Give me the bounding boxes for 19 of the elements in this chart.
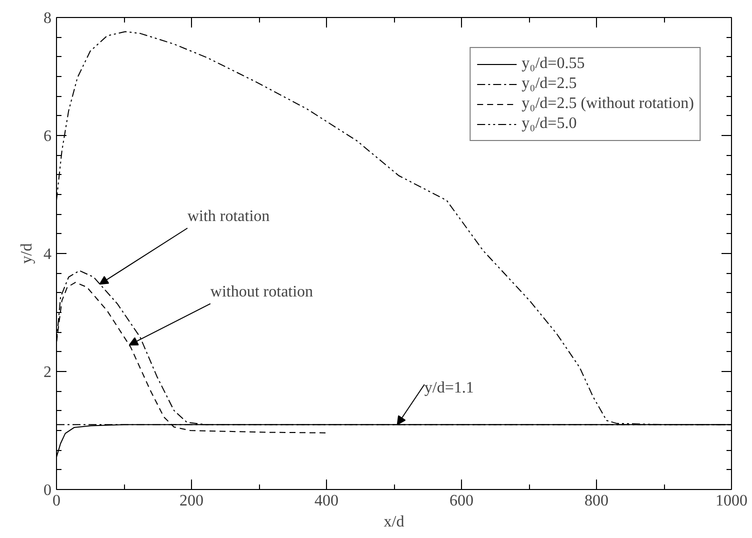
y-tick-label: 2 — [44, 364, 52, 381]
x-tick-label: 1000 — [716, 492, 748, 510]
x-tick-label: 400 — [314, 492, 338, 510]
x-tick-label: 200 — [180, 492, 204, 510]
legend-label: y₀/d=2.5 (without rotation) — [522, 95, 694, 113]
ref-line-label: y/d=1.1 — [424, 379, 474, 396]
annotation: without rotation — [210, 284, 314, 301]
y-tick-label: 6 — [44, 128, 52, 145]
legend-label: y₀/d=5.0 — [522, 115, 577, 133]
y-tick-label: 4 — [44, 246, 52, 263]
legend-label: y₀/d=2.5 — [522, 75, 577, 93]
x-tick-label: 800 — [584, 492, 608, 510]
y-tick-label: 0 — [44, 482, 52, 499]
x-tick-label: 600 — [450, 492, 474, 510]
annotation: with rotation — [187, 208, 270, 226]
legend-label: y₀/d=0.55 — [522, 55, 585, 73]
y-axis-title: y/d — [18, 243, 36, 264]
x-axis-title: x/d — [384, 514, 404, 530]
y-tick-label: 8 — [44, 10, 52, 27]
